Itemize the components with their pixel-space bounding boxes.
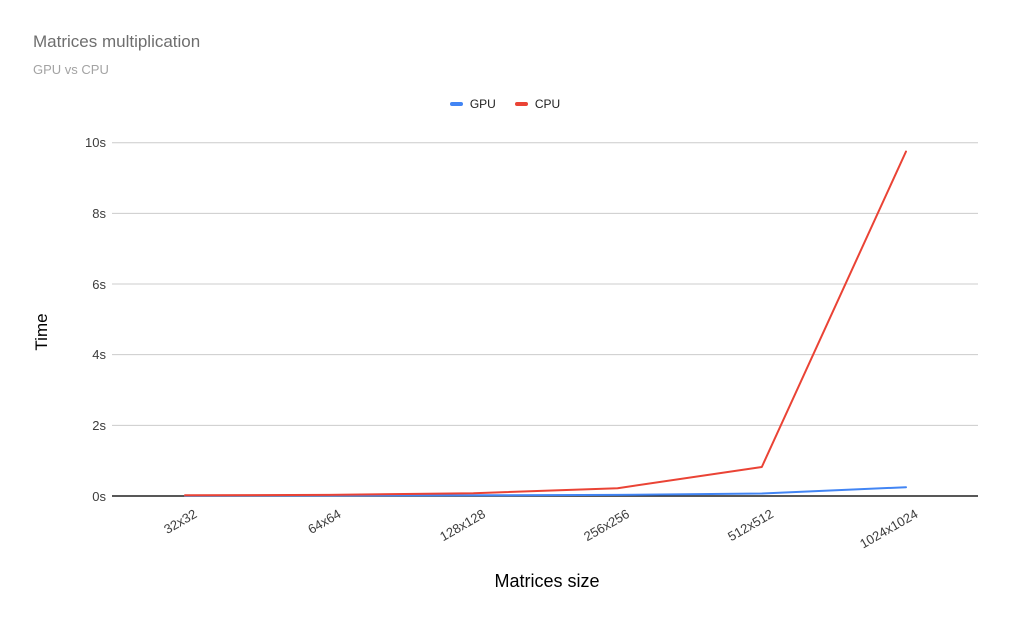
- chart-legend: GPU CPU: [0, 97, 1010, 111]
- x-axis-title: Matrices size: [494, 571, 600, 591]
- legend-label-gpu: GPU: [469, 97, 496, 111]
- series-line-cpu: [184, 150, 907, 497]
- y-axis-title: Time: [32, 313, 51, 351]
- legend-swatch-gpu-icon: [449, 102, 463, 106]
- legend-label-cpu: CPU: [534, 97, 561, 111]
- y-tick-label-4s: 4s: [92, 347, 106, 363]
- legend-swatch-cpu-icon: [514, 102, 528, 106]
- chart-subtitle: GPU vs CPU: [33, 62, 109, 77]
- y-tick-label-0s: 0s: [92, 488, 106, 504]
- legend-item-cpu[interactable]: CPU: [514, 97, 561, 111]
- y-tick-label-8s: 8s: [92, 205, 106, 221]
- y-tick-label-10s: 10s: [85, 135, 106, 151]
- y-tick-label-6s: 6s: [92, 276, 106, 292]
- chart-title: Matrices multiplication: [33, 32, 201, 51]
- y-tick-label-2s: 2s: [92, 417, 106, 433]
- legend-item-gpu[interactable]: GPU: [449, 97, 496, 111]
